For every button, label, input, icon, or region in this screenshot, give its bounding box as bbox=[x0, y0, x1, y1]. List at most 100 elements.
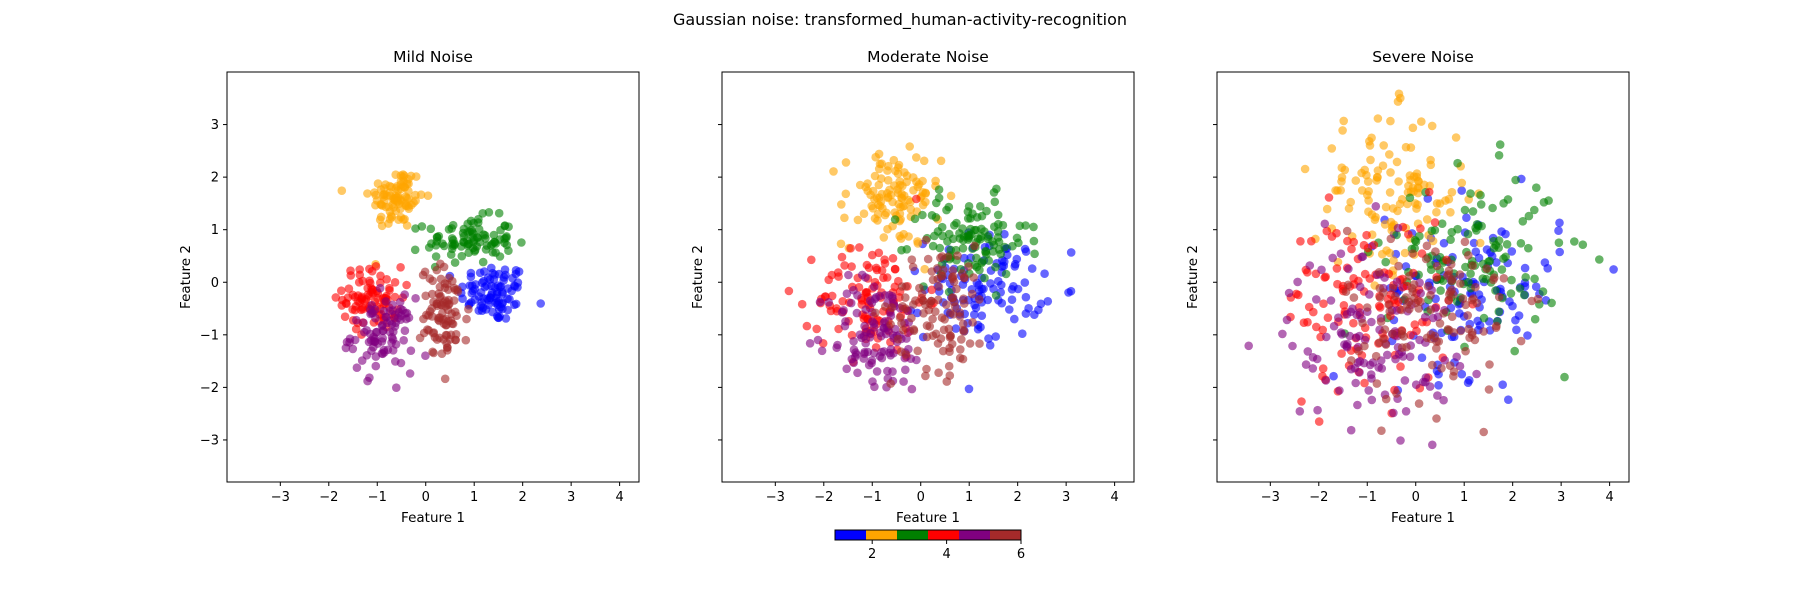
point-class-3 bbox=[1502, 240, 1512, 249]
point-class-4 bbox=[1432, 273, 1441, 282]
point-class-1 bbox=[1469, 238, 1479, 248]
point-class-3 bbox=[1415, 231, 1424, 241]
x-tick-label: 0 bbox=[1412, 490, 1420, 505]
point-class-3 bbox=[964, 233, 974, 242]
scatter-points bbox=[784, 142, 1076, 394]
point-class-5 bbox=[1244, 341, 1253, 351]
point-class-2 bbox=[363, 189, 372, 198]
point-class-3 bbox=[1030, 249, 1039, 259]
point-class-6 bbox=[1360, 341, 1369, 351]
point-class-4 bbox=[888, 253, 898, 263]
point-class-6 bbox=[964, 262, 973, 271]
point-class-1 bbox=[985, 341, 995, 350]
point-class-2 bbox=[883, 224, 892, 234]
point-class-6 bbox=[1479, 327, 1488, 336]
point-class-3 bbox=[1516, 239, 1526, 248]
point-class-3 bbox=[1463, 229, 1473, 239]
y-tick-label: −1 bbox=[200, 328, 219, 343]
point-class-5 bbox=[1301, 360, 1311, 369]
point-class-1 bbox=[475, 268, 485, 278]
point-class-3 bbox=[1530, 205, 1539, 215]
point-class-4 bbox=[348, 305, 357, 314]
point-class-6 bbox=[1376, 317, 1386, 326]
point-class-6 bbox=[896, 347, 906, 357]
point-class-2 bbox=[902, 171, 912, 180]
point-class-3 bbox=[902, 245, 912, 254]
point-class-5 bbox=[1288, 341, 1297, 351]
point-class-6 bbox=[1343, 280, 1353, 290]
point-class-3 bbox=[966, 214, 975, 223]
point-class-3 bbox=[990, 197, 1000, 207]
x-axis-label: Feature 1 bbox=[401, 510, 465, 526]
point-class-4 bbox=[874, 248, 884, 258]
point-class-1 bbox=[970, 310, 979, 319]
point-class-3 bbox=[482, 241, 492, 250]
point-class-3 bbox=[1029, 236, 1039, 246]
point-class-6 bbox=[432, 335, 442, 344]
point-class-5 bbox=[369, 337, 379, 346]
point-class-3 bbox=[496, 225, 505, 235]
point-class-6 bbox=[1485, 360, 1494, 369]
panels: −3 −2 −1 0 1 2 3 4 −3 −2 −1 0 1 2 3 Mild Noise Feature 1… bbox=[178, 48, 1630, 526]
point-class-3 bbox=[427, 239, 436, 248]
point-class-2 bbox=[1446, 208, 1455, 217]
point-class-5 bbox=[1365, 290, 1374, 299]
point-class-5 bbox=[1400, 376, 1410, 385]
point-class-2 bbox=[912, 153, 921, 162]
point-class-5 bbox=[359, 318, 368, 328]
point-class-3 bbox=[1015, 221, 1025, 231]
point-class-4 bbox=[371, 262, 381, 271]
point-class-6 bbox=[1482, 264, 1492, 273]
point-class-2 bbox=[1351, 176, 1361, 185]
point-class-5 bbox=[411, 294, 420, 303]
point-class-3 bbox=[434, 231, 444, 241]
y-axis-label: Feature 2 bbox=[1185, 245, 1201, 309]
point-class-1 bbox=[1005, 305, 1014, 314]
point-class-4 bbox=[840, 261, 849, 270]
point-class-4 bbox=[1339, 301, 1349, 310]
point-class-2 bbox=[1435, 199, 1445, 208]
point-class-2 bbox=[1337, 177, 1346, 186]
point-class-2 bbox=[1427, 121, 1437, 131]
point-class-6 bbox=[947, 293, 957, 303]
point-class-5 bbox=[840, 321, 850, 331]
point-class-6 bbox=[921, 235, 931, 245]
point-class-6 bbox=[1375, 338, 1384, 348]
point-class-6 bbox=[1402, 342, 1411, 352]
point-class-1 bbox=[479, 294, 488, 303]
point-class-6 bbox=[1484, 385, 1494, 394]
point-class-6 bbox=[1426, 305, 1436, 315]
point-class-6 bbox=[909, 325, 918, 334]
axes-frame bbox=[721, 71, 1135, 483]
point-class-6 bbox=[1432, 261, 1442, 271]
point-class-6 bbox=[922, 364, 931, 374]
point-class-2 bbox=[1432, 207, 1441, 217]
x-axis-label: Feature 1 bbox=[1391, 510, 1455, 526]
point-class-5 bbox=[381, 297, 391, 306]
point-class-3 bbox=[1506, 289, 1516, 298]
point-class-1 bbox=[1555, 247, 1564, 257]
point-class-1 bbox=[1462, 213, 1471, 222]
axes-frame bbox=[1216, 71, 1630, 483]
point-class-6 bbox=[928, 275, 938, 285]
point-class-3 bbox=[977, 258, 986, 268]
point-class-3 bbox=[964, 202, 974, 211]
point-class-3 bbox=[1476, 190, 1485, 200]
point-class-6 bbox=[451, 335, 460, 345]
point-class-3 bbox=[955, 229, 964, 238]
point-class-5 bbox=[1355, 282, 1365, 292]
point-class-4 bbox=[847, 262, 856, 271]
point-class-4 bbox=[1404, 230, 1413, 239]
point-class-5 bbox=[813, 335, 823, 345]
point-class-4 bbox=[396, 263, 405, 272]
point-class-4 bbox=[927, 285, 936, 295]
point-class-2 bbox=[1322, 204, 1332, 214]
point-class-4 bbox=[1363, 243, 1373, 253]
point-class-6 bbox=[436, 292, 445, 301]
point-class-6 bbox=[901, 282, 910, 291]
point-class-5 bbox=[1420, 312, 1430, 322]
point-class-5 bbox=[1411, 380, 1421, 390]
point-class-2 bbox=[1373, 173, 1382, 182]
point-class-6 bbox=[936, 253, 945, 263]
point-class-4 bbox=[1321, 272, 1330, 282]
